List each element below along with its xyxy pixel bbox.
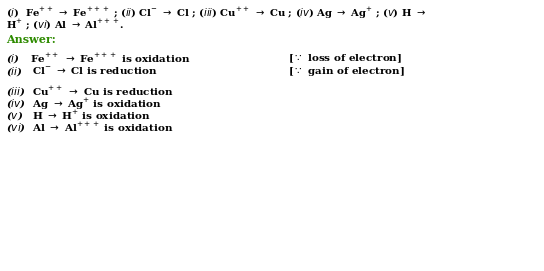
Text: H$^{+}$ ; ($\it{vi}$) Al $\rightarrow$ Al$^{+++}$.: H$^{+}$ ; ($\it{vi}$) Al $\rightarrow$ A…: [6, 18, 125, 32]
Text: Cu$^{++}$ $\rightarrow$ Cu is reduction: Cu$^{++}$ $\rightarrow$ Cu is reduction: [32, 85, 174, 98]
Text: Al $\rightarrow$ Al$^{+++}$ is oxidation: Al $\rightarrow$ Al$^{+++}$ is oxidation: [32, 121, 174, 134]
Text: Cl$^{-}$ $\rightarrow$ Cl is reduction: Cl$^{-}$ $\rightarrow$ Cl is reduction: [32, 65, 158, 76]
Text: H $\rightarrow$ H$^{+}$ is oxidation: H $\rightarrow$ H$^{+}$ is oxidation: [32, 109, 151, 122]
Text: ($\it{ii}$): ($\it{ii}$): [6, 65, 23, 78]
Text: ($\it{iii}$): ($\it{iii}$): [6, 85, 26, 98]
Text: ($\it{iv}$): ($\it{iv}$): [6, 97, 26, 110]
Text: Ag $\rightarrow$ Ag$^{+}$ is oxidation: Ag $\rightarrow$ Ag$^{+}$ is oxidation: [32, 97, 162, 112]
Text: ($\it{v}$): ($\it{v}$): [6, 109, 23, 122]
Text: [$\because$ gain of electron]: [$\because$ gain of electron]: [288, 65, 405, 78]
Text: ($\it{i}$): ($\it{i}$): [6, 52, 20, 65]
Text: ($\it{vi}$): ($\it{vi}$): [6, 121, 26, 134]
Text: Fe$^{++}$ $\rightarrow$ Fe$^{+++}$ is oxidation: Fe$^{++}$ $\rightarrow$ Fe$^{+++}$ is ox…: [30, 52, 190, 65]
Text: [$\because$ loss of electron]: [$\because$ loss of electron]: [288, 52, 402, 64]
Text: ($\it{i}$)  Fe$^{++}$ $\rightarrow$ Fe$^{+++}$ ; ($\it{ii}$) Cl$^{-}$ $\rightarr: ($\it{i}$) Fe$^{++}$ $\rightarrow$ Fe$^{…: [6, 6, 426, 21]
Text: Answer:: Answer:: [6, 34, 55, 45]
